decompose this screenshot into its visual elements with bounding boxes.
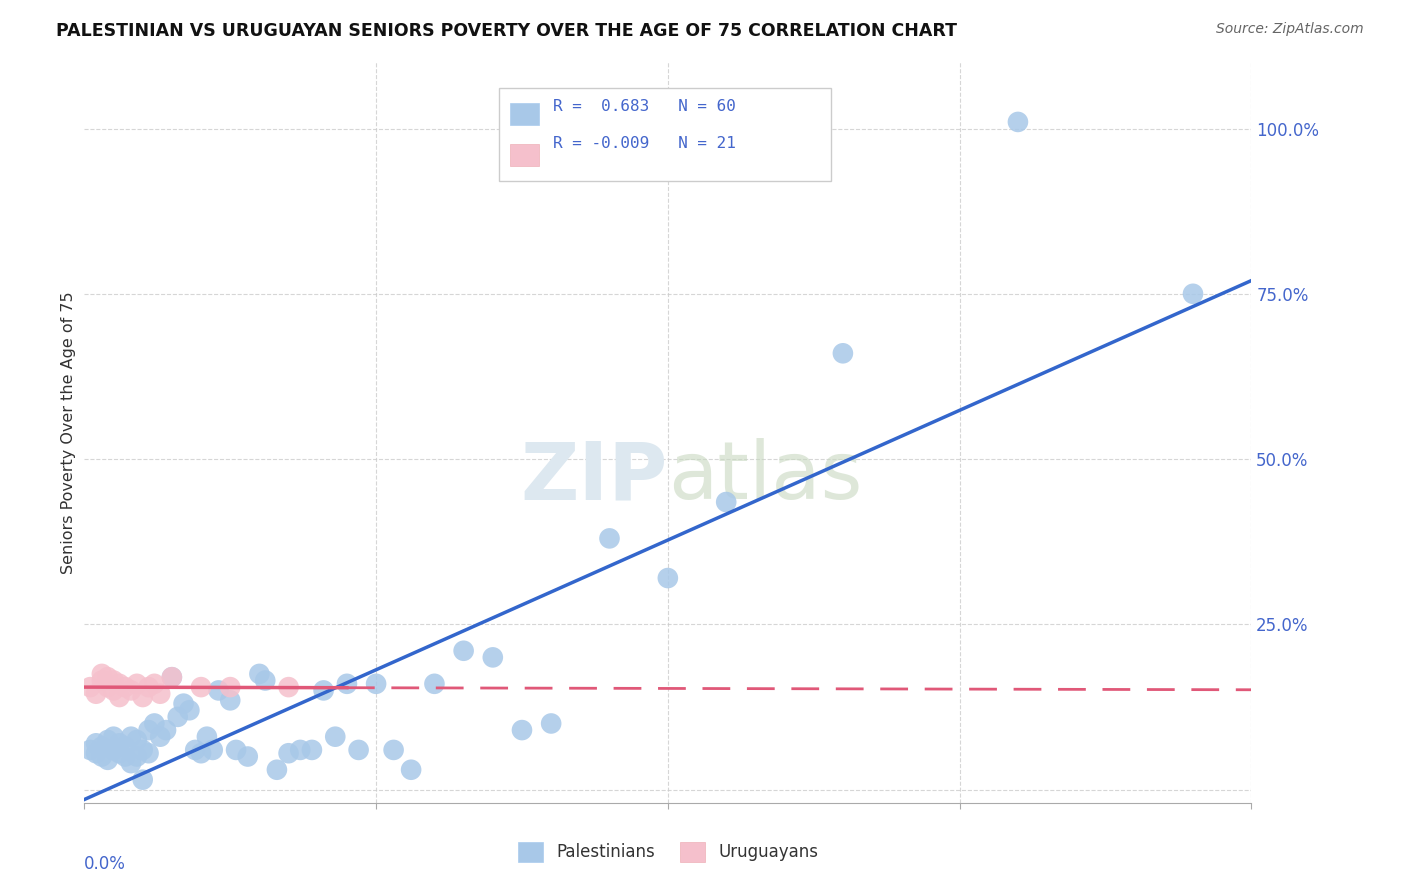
Point — [301, 743, 323, 757]
Point — [108, 677, 131, 691]
Point — [716, 495, 738, 509]
Point — [143, 677, 166, 691]
Point — [179, 703, 201, 717]
Point — [1007, 115, 1029, 129]
Text: R = -0.009   N = 21: R = -0.009 N = 21 — [554, 136, 737, 152]
Point — [79, 680, 101, 694]
Point — [132, 772, 155, 787]
Point — [277, 746, 299, 760]
Point — [90, 666, 112, 681]
Point — [97, 753, 120, 767]
Point — [266, 763, 288, 777]
Point — [219, 693, 242, 707]
Bar — [510, 144, 540, 166]
Point — [90, 749, 112, 764]
Point — [138, 723, 160, 737]
Text: ZIP: ZIP — [520, 438, 668, 516]
Point — [219, 680, 242, 694]
Text: PALESTINIAN VS URUGUAYAN SENIORS POVERTY OVER THE AGE OF 75 CORRELATION CHART: PALESTINIAN VS URUGUAYAN SENIORS POVERTY… — [56, 22, 957, 40]
Point — [399, 763, 422, 777]
FancyBboxPatch shape — [499, 88, 831, 181]
Point — [103, 673, 125, 688]
Point — [149, 687, 172, 701]
Point — [120, 730, 142, 744]
Point — [160, 670, 183, 684]
Text: Source: ZipAtlas.com: Source: ZipAtlas.com — [1216, 22, 1364, 37]
Point — [97, 733, 120, 747]
Point — [510, 723, 533, 737]
Point — [190, 746, 212, 760]
Point — [1182, 286, 1205, 301]
Text: R =  0.683   N = 60: R = 0.683 N = 60 — [554, 99, 737, 114]
Point — [143, 716, 166, 731]
Point — [184, 743, 207, 757]
Point — [125, 733, 148, 747]
Point — [236, 749, 259, 764]
Point — [114, 749, 136, 764]
Bar — [510, 103, 540, 126]
Point — [832, 346, 855, 360]
Point — [195, 730, 218, 744]
Point — [97, 680, 120, 694]
Text: 0.0%: 0.0% — [84, 855, 127, 872]
Point — [132, 743, 155, 757]
Point — [540, 716, 562, 731]
Point — [225, 743, 247, 757]
Point — [90, 739, 112, 754]
Point — [173, 697, 195, 711]
Point — [190, 680, 212, 694]
Point — [125, 677, 148, 691]
Point — [138, 746, 160, 760]
Legend: Palestinians, Uruguayans: Palestinians, Uruguayans — [510, 835, 825, 869]
Point — [453, 644, 475, 658]
Point — [120, 683, 142, 698]
Point — [84, 746, 107, 760]
Point — [160, 670, 183, 684]
Point — [114, 680, 136, 694]
Point — [90, 673, 112, 688]
Point — [657, 571, 679, 585]
Point — [108, 746, 131, 760]
Point — [336, 677, 359, 691]
Point — [366, 677, 388, 691]
Point — [84, 687, 107, 701]
Y-axis label: Seniors Poverty Over the Age of 75: Seniors Poverty Over the Age of 75 — [60, 292, 76, 574]
Point — [207, 683, 229, 698]
Point — [254, 673, 277, 688]
Point — [166, 710, 188, 724]
Point — [599, 532, 621, 546]
Point — [149, 730, 172, 744]
Point — [347, 743, 370, 757]
Point — [312, 683, 335, 698]
Point — [114, 739, 136, 754]
Point — [249, 666, 271, 681]
Point — [482, 650, 505, 665]
Point — [79, 743, 101, 757]
Point — [84, 736, 107, 750]
Point — [155, 723, 177, 737]
Text: atlas: atlas — [668, 438, 862, 516]
Point — [97, 670, 120, 684]
Point — [108, 690, 131, 704]
Point — [103, 683, 125, 698]
Point — [125, 749, 148, 764]
Point — [290, 743, 312, 757]
Point — [201, 743, 224, 757]
Point — [138, 680, 160, 694]
Point — [132, 690, 155, 704]
Point — [423, 677, 446, 691]
Point — [323, 730, 346, 744]
Point — [108, 736, 131, 750]
Point — [382, 743, 405, 757]
Point — [103, 743, 125, 757]
Point — [120, 756, 142, 771]
Point — [277, 680, 299, 694]
Point — [103, 730, 125, 744]
